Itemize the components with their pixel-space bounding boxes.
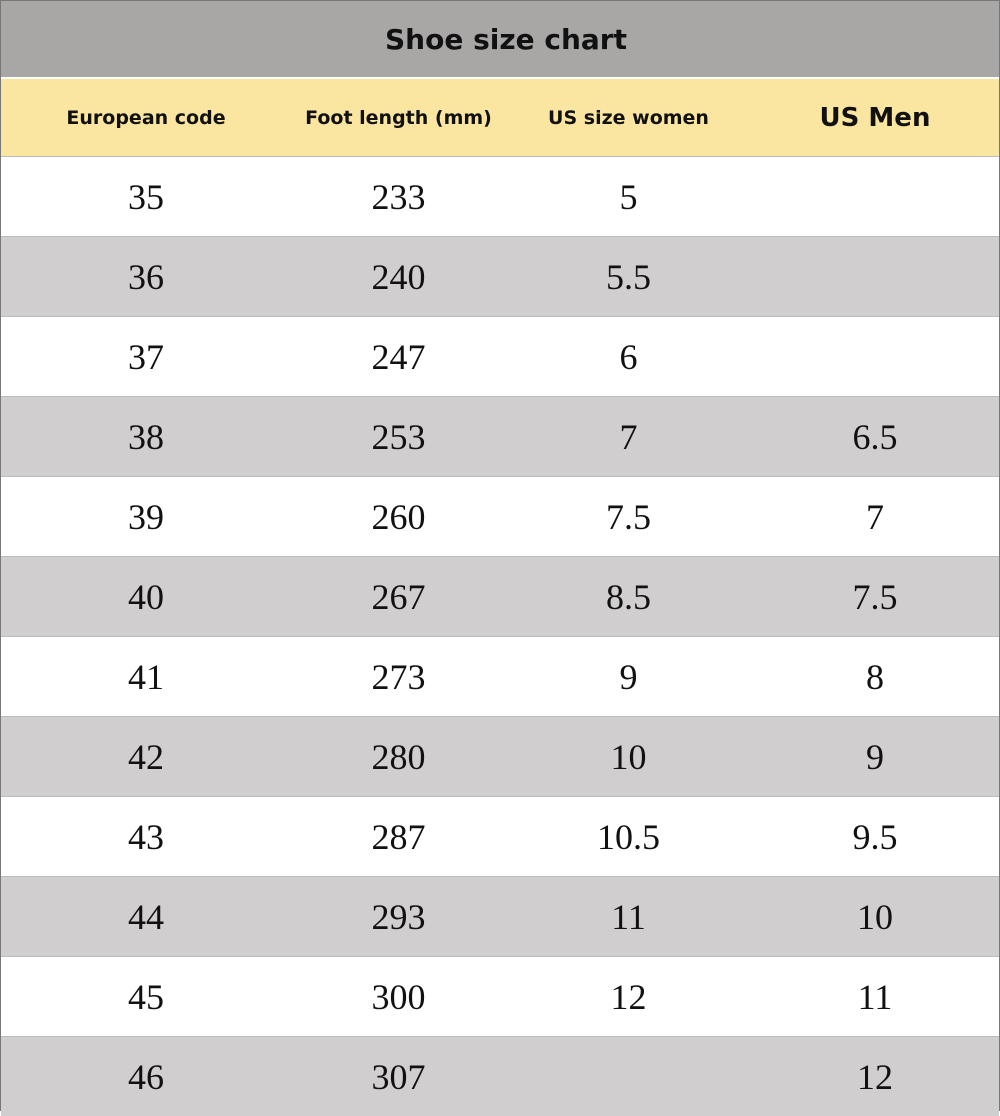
table-cell: 12 — [506, 957, 751, 1037]
column-header: US Men — [751, 79, 999, 157]
table-cell: 12 — [751, 1037, 999, 1116]
table-cell: 37 — [1, 317, 291, 397]
table-cell: 7 — [751, 477, 999, 557]
table-cell: 38 — [1, 397, 291, 477]
table-cell: 10 — [506, 717, 751, 797]
table-cell: 8.5 — [506, 557, 751, 637]
table-cell: 6.5 — [751, 397, 999, 477]
table-cell: 45 — [1, 957, 291, 1037]
table-cell: 5 — [506, 157, 751, 237]
table-cell: 280 — [291, 717, 506, 797]
table-cell: 5.5 — [506, 237, 751, 317]
table-cell: 11 — [506, 877, 751, 957]
table-cell: 9.5 — [751, 797, 999, 877]
table-cell: 44 — [1, 877, 291, 957]
table-cell: 253 — [291, 397, 506, 477]
table-cell: 40 — [1, 557, 291, 637]
table-cell: 293 — [291, 877, 506, 957]
table-cell: 7.5 — [751, 557, 999, 637]
table-cell: 9 — [751, 717, 999, 797]
table-cell: 300 — [291, 957, 506, 1037]
column-header: Foot length (mm) — [291, 79, 506, 157]
column-header: European code — [1, 79, 291, 157]
table-cell — [506, 1037, 751, 1116]
table-cell: 260 — [291, 477, 506, 557]
table-cell: 8 — [751, 637, 999, 717]
table-cell — [751, 157, 999, 237]
column-header: US size women — [506, 79, 751, 157]
table-cell: 247 — [291, 317, 506, 397]
table-cell: 9 — [506, 637, 751, 717]
table-cell: 39 — [1, 477, 291, 557]
table-cell: 273 — [291, 637, 506, 717]
table-cell: 287 — [291, 797, 506, 877]
table-cell: 7 — [506, 397, 751, 477]
table-cell: 10 — [751, 877, 999, 957]
table-cell: 43 — [1, 797, 291, 877]
table-cell: 36 — [1, 237, 291, 317]
table-cell — [751, 237, 999, 317]
table-cell: 6 — [506, 317, 751, 397]
table-cell: 267 — [291, 557, 506, 637]
table-cell: 11 — [751, 957, 999, 1037]
table-cell: 240 — [291, 237, 506, 317]
table-cell: 233 — [291, 157, 506, 237]
table-cell: 46 — [1, 1037, 291, 1116]
title: Shoe size chart — [1, 1, 999, 79]
table-cell: 35 — [1, 157, 291, 237]
table-cell: 7.5 — [506, 477, 751, 557]
table-cell: 41 — [1, 637, 291, 717]
table-cell: 307 — [291, 1037, 506, 1116]
table-cell — [751, 317, 999, 397]
table-cell: 42 — [1, 717, 291, 797]
table-cell: 10.5 — [506, 797, 751, 877]
